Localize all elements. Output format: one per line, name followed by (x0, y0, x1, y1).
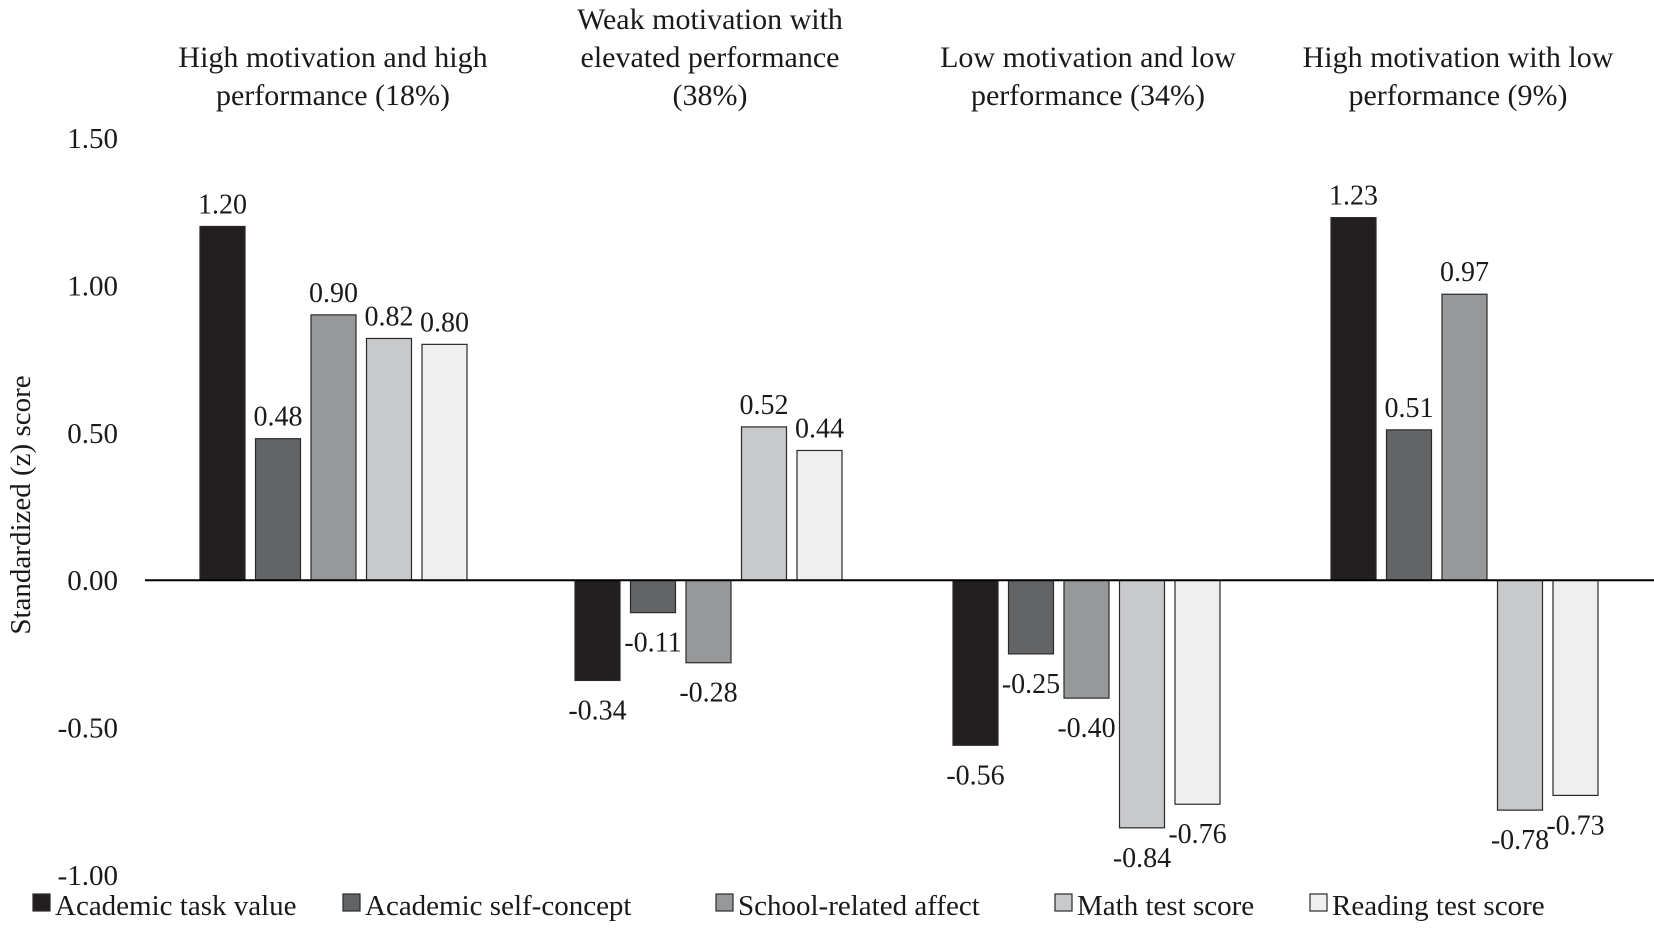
group-title-line: (38%) (673, 79, 748, 112)
legend-swatch (32, 893, 51, 912)
data-label: 1.23 (1329, 181, 1378, 212)
group-title-line: Low motivation and low (940, 41, 1236, 74)
bar (310, 314, 357, 581)
legend: Academic task value Academic self-concept… (32, 890, 1545, 922)
data-label: 1.20 (198, 189, 247, 220)
data-label: -0.40 (1057, 713, 1115, 744)
y-axis-ticks: -1.00 -0.50 0.00 0.50 1.00 1.50 (58, 123, 118, 892)
legend-label: Math test score (1077, 890, 1254, 922)
bar (629, 579, 677, 614)
group-title-line: performance (34%) (971, 79, 1205, 112)
bar (365, 337, 413, 581)
y-tick-label: -1.00 (58, 860, 118, 892)
data-label: -0.11 (624, 628, 681, 659)
data-label: -0.76 (1168, 819, 1226, 850)
data-label: -0.28 (679, 678, 737, 709)
y-tick-label: 0.50 (67, 418, 118, 450)
data-label: 0.52 (740, 390, 789, 421)
y-tick-label: 0.00 (67, 565, 118, 597)
bar (1385, 429, 1433, 581)
legend-label: School-related affect (738, 890, 980, 922)
data-label: -0.78 (1491, 825, 1549, 856)
legend-swatch (715, 893, 734, 912)
bars (199, 216, 1599, 829)
data-label: 0.48 (254, 402, 303, 433)
bar (1118, 579, 1166, 829)
bar (574, 579, 621, 682)
group-title-line: High motivation with low (1303, 41, 1614, 74)
legend-label: Academic self-concept (365, 890, 632, 922)
bar (740, 426, 788, 581)
legend-swatch (1054, 893, 1073, 912)
y-tick-label: 1.00 (67, 270, 118, 302)
bar (685, 579, 732, 664)
data-label: 0.51 (1385, 393, 1434, 424)
data-label: -0.25 (1002, 669, 1060, 700)
bar (1441, 293, 1488, 581)
group-title-line: Weak motivation with (577, 3, 843, 36)
bar (1496, 579, 1544, 811)
data-label: 0.97 (1440, 257, 1489, 288)
bar (952, 579, 999, 746)
group-title-line: performance (9%) (1348, 79, 1567, 112)
bar (199, 225, 246, 581)
bar (1552, 579, 1599, 797)
data-label: -0.84 (1113, 843, 1171, 874)
bar (1063, 579, 1110, 699)
y-tick-label: -0.50 (58, 713, 118, 745)
data-label: 0.80 (420, 307, 469, 338)
data-label: 0.90 (309, 278, 358, 309)
bar (1330, 216, 1377, 581)
legend-swatch (1309, 893, 1328, 912)
data-label: 0.44 (795, 413, 844, 444)
value-labels: 1.20 -0.34 -0.56 1.23 0.48 -0.11 -0.25 0.51 0.90… (198, 181, 1605, 874)
bar (421, 343, 468, 581)
group-title-line: elevated performance (581, 41, 840, 74)
legend-label: Reading test score (1332, 890, 1545, 922)
data-label: -0.56 (946, 760, 1004, 791)
data-label: -0.34 (568, 695, 626, 726)
bar (254, 438, 302, 581)
y-axis-title: Standardized (z) score (5, 375, 37, 634)
data-label: 0.82 (365, 301, 414, 332)
group-titles: High motivation and high performance (18%… (178, 3, 1613, 112)
bar (1174, 579, 1221, 805)
legend-swatch (342, 893, 361, 912)
bar (1007, 579, 1055, 655)
y-tick-label: 1.50 (67, 123, 118, 155)
data-label: -0.73 (1546, 810, 1604, 841)
group-title-line: High motivation and high (178, 41, 487, 74)
bar (796, 449, 843, 581)
group-title-line: performance (18%) (216, 79, 450, 112)
legend-label: Academic task value (55, 890, 297, 922)
